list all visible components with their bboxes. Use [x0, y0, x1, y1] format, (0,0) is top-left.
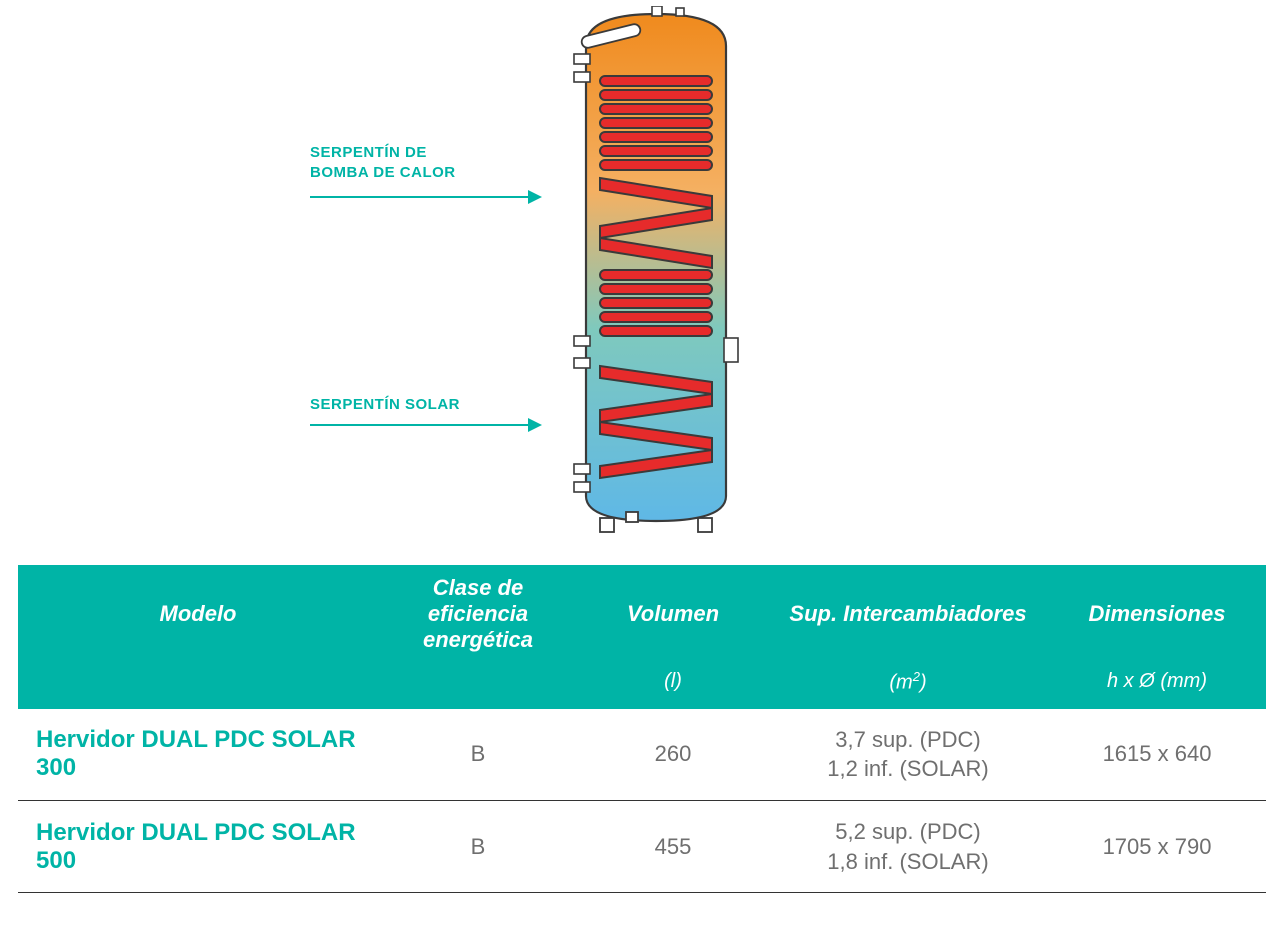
cell-exchangers: 5,2 sup. (PDC)1,8 inf. (SOLAR): [768, 801, 1048, 893]
table-unit: (l): [578, 663, 768, 709]
label-line2: BOMBA DE CALOR: [310, 164, 456, 181]
spec-table: ModeloClase de eficiencia energéticaVolu…: [18, 565, 1266, 893]
table-header: Modelo: [18, 565, 378, 663]
table-header: Sup. Intercambiadores: [768, 565, 1048, 663]
table-header-row: ModeloClase de eficiencia energéticaVolu…: [18, 565, 1266, 663]
table-unit: [378, 663, 578, 709]
arrow-heatpump: [310, 196, 540, 198]
table-row: Hervidor DUAL PDC SOLAR 300B2603,7 sup. …: [18, 709, 1266, 801]
label-line: SERPENTÍN SOLAR: [310, 396, 460, 413]
table-unit: h x Ø (mm): [1048, 663, 1266, 709]
label-heatpump-coil: SERPENTÍN DE BOMBA DE CALOR: [310, 143, 456, 182]
table-header: Volumen: [578, 565, 768, 663]
cell-dimensions: 1615 x 640: [1048, 709, 1266, 801]
cell-exchangers: 3,7 sup. (PDC)1,2 inf. (SOLAR): [768, 709, 1048, 801]
diagram-area: SERPENTÍN DE BOMBA DE CALOR SERPENTÍN SO…: [0, 0, 1284, 550]
cell-volume: 455: [578, 801, 768, 893]
tank-diagram: [556, 6, 756, 536]
cell-model: Hervidor DUAL PDC SOLAR 300: [18, 709, 378, 801]
arrow-solar: [310, 424, 540, 426]
cell-model: Hervidor DUAL PDC SOLAR 500: [18, 801, 378, 893]
label-line1: SERPENTÍN DE: [310, 144, 427, 161]
table-unit: (m2): [768, 663, 1048, 709]
table-unit: [18, 663, 378, 709]
table-header: Clase de eficiencia energética: [378, 565, 578, 663]
cell-dimensions: 1705 x 790: [1048, 801, 1266, 893]
table-unit-row: (l)(m2)h x Ø (mm): [18, 663, 1266, 709]
cell-volume: 260: [578, 709, 768, 801]
label-solar-coil: SERPENTÍN SOLAR: [310, 395, 460, 415]
table-row: Hervidor DUAL PDC SOLAR 500B4555,2 sup. …: [18, 801, 1266, 893]
cell-efficiency: B: [378, 801, 578, 893]
table-header: Dimensiones: [1048, 565, 1266, 663]
cell-efficiency: B: [378, 709, 578, 801]
